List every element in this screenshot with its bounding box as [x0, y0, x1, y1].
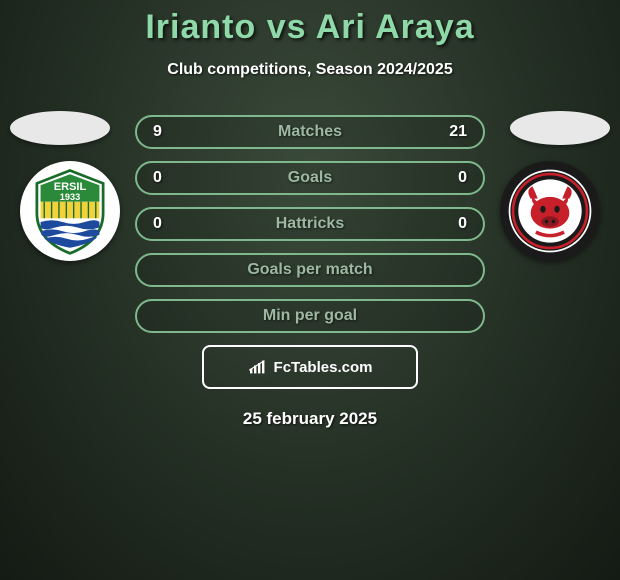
subtitle: Club competitions, Season 2024/2025: [0, 61, 620, 79]
platform-right: [510, 111, 610, 145]
stat-label: Hattricks: [276, 215, 344, 233]
stat-row-hattricks: 0 Hattricks 0: [135, 207, 485, 241]
stat-right-value: 0: [447, 215, 467, 233]
date-text: 25 february 2025: [0, 409, 620, 429]
club-badge-right: [500, 161, 600, 261]
stat-row-goals: 0 Goals 0: [135, 161, 485, 195]
svg-text:ERSIL: ERSIL: [54, 181, 87, 193]
comparison-card: Irianto vs Ari Araya Club competitions, …: [0, 0, 620, 580]
page-title: Irianto vs Ari Araya: [0, 8, 620, 47]
club-badge-left: ERSIL 1933: [20, 161, 120, 261]
stat-label: Goals: [288, 169, 332, 187]
brand-text: FcTables.com: [274, 359, 373, 376]
comparison-area: ERSIL 1933: [0, 115, 620, 429]
bull-crest-icon: [506, 167, 594, 255]
stat-row-mpg: Min per goal: [135, 299, 485, 333]
ersil-crest-icon: ERSIL 1933: [24, 165, 116, 257]
svg-text:1933: 1933: [60, 192, 80, 202]
stat-rows: 9 Matches 21 0 Goals 0 0 Hattricks 0 Goa…: [135, 115, 485, 333]
stat-left-value: 0: [153, 169, 173, 187]
stat-row-gpm: Goals per match: [135, 253, 485, 287]
stat-left-value: 9: [153, 123, 173, 141]
stat-right-value: 0: [447, 169, 467, 187]
stat-label: Goals per match: [247, 261, 372, 279]
stat-right-value: 21: [447, 123, 467, 141]
brand-box[interactable]: FcTables.com: [202, 345, 418, 389]
platform-left: [10, 111, 110, 145]
stat-label: Matches: [278, 123, 342, 141]
stat-left-value: 0: [153, 215, 173, 233]
stat-row-matches: 9 Matches 21: [135, 115, 485, 149]
bar-chart-icon: [248, 359, 268, 375]
stat-label: Min per goal: [263, 307, 357, 325]
